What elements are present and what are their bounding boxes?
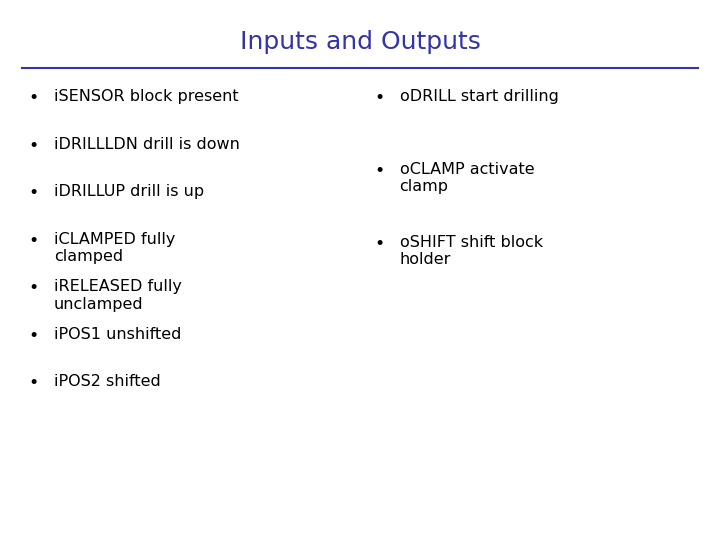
Text: •: • [29,232,39,249]
Text: oSHIFT shift block
holder: oSHIFT shift block holder [400,235,543,267]
Text: •: • [374,235,384,253]
Text: oDRILL start drilling: oDRILL start drilling [400,89,559,104]
Text: iRELEASED fully
unclamped: iRELEASED fully unclamped [54,279,182,312]
Text: oCLAMP activate
clamp: oCLAMP activate clamp [400,162,534,194]
Text: iPOS1 unshifted: iPOS1 unshifted [54,327,181,342]
Text: •: • [29,184,39,202]
Text: iDRILLUP drill is up: iDRILLUP drill is up [54,184,204,199]
Text: iPOS2 shifted: iPOS2 shifted [54,374,161,389]
Text: iDRILLLDN drill is down: iDRILLLDN drill is down [54,137,240,152]
Text: •: • [29,279,39,297]
Text: •: • [29,137,39,154]
Text: •: • [29,327,39,345]
Text: Inputs and Outputs: Inputs and Outputs [240,30,480,53]
Text: •: • [374,89,384,107]
Text: iSENSOR block present: iSENSOR block present [54,89,238,104]
Text: iCLAMPED fully
clamped: iCLAMPED fully clamped [54,232,176,264]
Text: •: • [29,374,39,392]
Text: •: • [29,89,39,107]
Text: •: • [374,162,384,180]
